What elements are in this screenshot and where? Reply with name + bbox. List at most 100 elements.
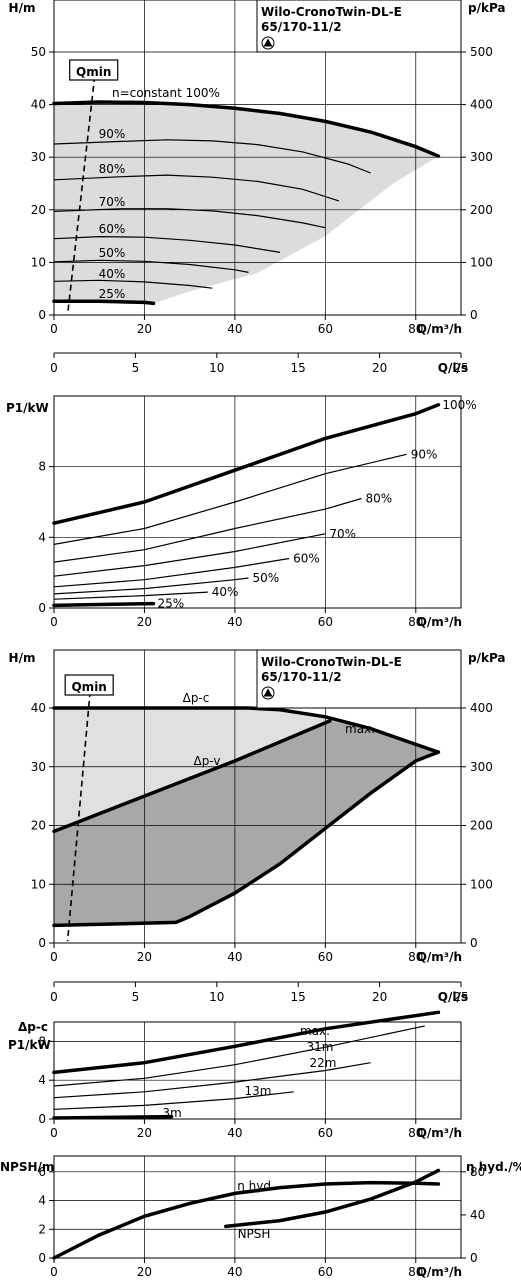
chart3-secondary-tick-label: 25 — [453, 990, 468, 1004]
chart3-xtick-label: 40 — [227, 950, 242, 964]
chart3-qmin-box — [64, 674, 114, 696]
chart2-xtick-label: 0 — [50, 615, 58, 629]
chart2-curve-label: 70% — [329, 527, 356, 541]
chart4-frame — [53, 1021, 462, 1120]
chart5-ytick-label: 0 — [38, 1251, 46, 1265]
chart4-xtick-label: 0 — [50, 1126, 58, 1140]
chart2-frame — [53, 395, 462, 609]
chart1-qmin-label: Qmin — [76, 65, 111, 79]
chart2-curve-80 — [53, 497, 362, 563]
chart5-npsh-label: NPSH — [238, 1227, 271, 1241]
chart4-curve-label: 13m — [245, 1084, 272, 1098]
chart3-dpv-label: Δp-v — [194, 754, 221, 768]
chart5-rtick-label: 40 — [470, 1208, 485, 1222]
chart3-qmin-line — [66, 690, 91, 942]
chart1-ylabel: H/m — [9, 1, 36, 15]
chart1-curve-label: n=constant 100% — [112, 86, 220, 100]
chart2-xtick-label: 80 — [408, 615, 423, 629]
chart5-xtick-label: 0 — [50, 1265, 58, 1279]
chart1-ytick-label: 10 — [31, 255, 46, 269]
chart2-curve-label: 40% — [212, 585, 239, 599]
chart4-ylabel-top: Δp-c — [18, 1020, 48, 1034]
chart2-curve-label: 100% — [442, 398, 476, 412]
chart1-secondary-tick-label: 10 — [209, 361, 224, 375]
chart5-xtick-label: 20 — [137, 1265, 152, 1279]
chart1-secondary-tick-label: 25 — [453, 361, 468, 375]
chart2-ytick-label: 4 — [38, 530, 46, 544]
chart1-curve-label: 60% — [99, 222, 126, 236]
chart4-curve-22m — [53, 1062, 371, 1099]
chart3-dpc-label: Δp-c — [183, 691, 210, 705]
chart3-rtick-label: 400 — [470, 701, 493, 715]
chart1-curve-70 — [53, 208, 326, 229]
chart1-ytick-label: 30 — [31, 150, 46, 164]
chart2-ytick-label: 8 — [38, 460, 46, 474]
chart2-curve-60 — [53, 557, 290, 588]
chart3-ytick-label: 0 — [38, 936, 46, 950]
chart5-efficiency-label: η hyd. — [237, 1179, 275, 1193]
chart1-curve-label: 80% — [99, 162, 126, 176]
chart5-xtick-label: 60 — [318, 1265, 333, 1279]
chart1-secondary-tick-label: 0 — [50, 361, 58, 375]
chart3-dpv-area — [54, 720, 439, 926]
chart2-curve-label: 80% — [366, 491, 393, 505]
chart3-xtick-label: 20 — [137, 950, 152, 964]
chart3-ylabel-right: p/kPa — [468, 651, 506, 665]
chart3-xtick-label: 0 — [50, 950, 58, 964]
chart1-ytick-label: 40 — [31, 98, 46, 112]
chart1-curve-label: 90% — [99, 127, 126, 141]
chart1-rtick-label: 500 — [470, 45, 493, 59]
chart1-curve-label: 50% — [99, 246, 126, 260]
chart4-curve-label: 3m — [162, 1106, 181, 1120]
chart5-xtick-label: 40 — [227, 1265, 242, 1279]
chart5-frame — [53, 1155, 462, 1259]
chart3-rtick-label: 100 — [470, 877, 493, 891]
chart4-xlabel: Q/m³/h — [417, 1126, 462, 1140]
chart1-rtick-label: 0 — [470, 308, 478, 322]
chart2-curve-label: 90% — [411, 447, 438, 461]
chart1-secondary-tick-label: 20 — [372, 361, 387, 375]
chart1-ytick-label: 20 — [31, 203, 46, 217]
chart2-xtick-label: 60 — [318, 615, 333, 629]
chart2-xlabel: Q/m³/h — [417, 615, 462, 629]
chart3-secondary-tick-label: 20 — [372, 990, 387, 1004]
chart4-curve-3m — [52, 1114, 174, 1120]
chart3-ytick-label: 10 — [31, 877, 46, 891]
chart4-xtick-label: 60 — [318, 1126, 333, 1140]
chart2-curve-90 — [53, 453, 407, 545]
chart4-curve-label: 31m — [307, 1040, 334, 1054]
chart2-curve-40 — [53, 591, 208, 600]
chart2-ylabel: P1/kW — [6, 401, 49, 415]
chart1-qmin-line — [66, 75, 96, 316]
chart3-ylabel: H/m — [9, 651, 36, 665]
chart3-ytick-label: 30 — [31, 760, 46, 774]
chart3-secondary-tick-label: 15 — [291, 990, 306, 1004]
chart4-ytick-label: 4 — [38, 1073, 46, 1087]
chart3-pump-triangle-icon — [263, 688, 273, 697]
chart5-ytick-label: 6 — [38, 1165, 46, 1179]
chart4-xtick-label: 20 — [137, 1126, 152, 1140]
chart1-xtick-label: 60 — [318, 322, 333, 336]
chart1-curve-label: 40% — [99, 267, 126, 281]
chart1-curve-25 — [52, 299, 156, 306]
chart5-xtick-label: 80 — [408, 1265, 423, 1279]
chart1-secondary-tick-label: 5 — [132, 361, 140, 375]
chart1-curve-nconstant100 — [52, 100, 441, 158]
chart1-subtitle: 65/170-11/2 — [261, 20, 342, 34]
chart4-xtick-label: 40 — [227, 1126, 242, 1140]
chart4-curve-label: max. — [300, 1024, 330, 1038]
chart3-xlabel: Q/m³/h — [417, 950, 462, 964]
chart3-subtitle: 65/170-11/2 — [261, 670, 342, 684]
chart5-curve-efficiency — [52, 1180, 441, 1260]
chart2-xtick-label: 20 — [137, 615, 152, 629]
chart2-curve-label: 60% — [293, 552, 320, 566]
chart4-curve-label: 22m — [310, 1056, 337, 1070]
chart2-curve-70 — [53, 533, 326, 577]
chart1-secondary-tick-label: 15 — [291, 361, 306, 375]
chart3-max-label: max. — [345, 722, 375, 736]
chart3-rtick-label: 0 — [470, 936, 478, 950]
chart5-ytick-label: 2 — [38, 1222, 46, 1236]
chart3-curve-dpc — [52, 706, 441, 754]
chart1-rtick-label: 300 — [470, 150, 493, 164]
